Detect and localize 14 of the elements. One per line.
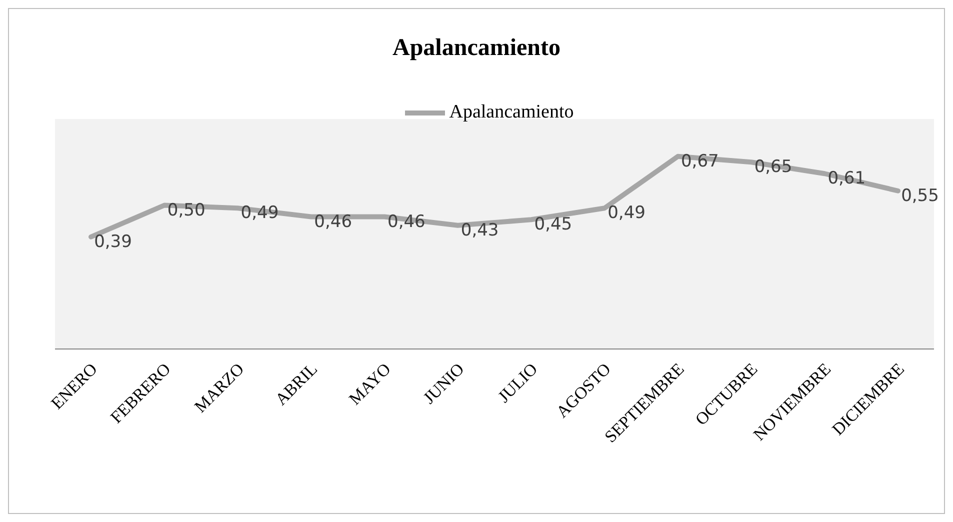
data-label: 0,39 xyxy=(94,232,132,252)
data-label: 0,55 xyxy=(901,186,939,206)
data-label: 0,49 xyxy=(608,203,646,224)
data-label: 0,46 xyxy=(388,212,426,232)
data-label: 0,49 xyxy=(240,203,279,224)
data-label: 0,43 xyxy=(460,220,499,240)
data-label: 0,50 xyxy=(167,200,206,220)
chart-title: Apalancamiento xyxy=(392,35,562,62)
data-label: 0,61 xyxy=(828,168,866,189)
data-label: 0,45 xyxy=(534,214,572,235)
data-label: 0,65 xyxy=(754,157,792,178)
data-label: 0,46 xyxy=(314,212,352,232)
legend-label: Apalancamiento xyxy=(449,101,574,122)
data-label: 0,67 xyxy=(680,151,719,172)
